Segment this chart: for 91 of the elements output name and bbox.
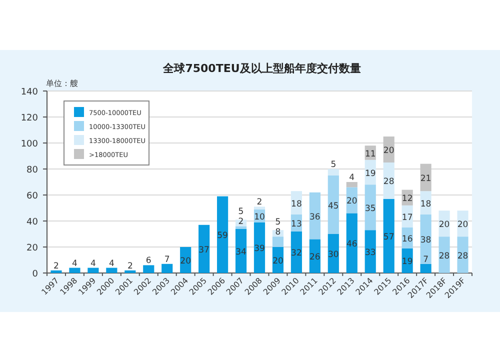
bar [420,264,432,273]
data-label: 39 [254,244,265,254]
bar [88,268,99,273]
data-label: 2 [238,217,244,228]
bar [217,196,228,273]
bar [198,224,210,273]
bar [309,192,320,240]
data-label: 10 [254,212,265,222]
bar [457,210,468,237]
bar [328,176,339,234]
data-label: 57 [383,232,394,242]
data-label: 20 [457,220,468,230]
data-label: 45 [328,201,339,212]
data-label: 35 [364,204,376,214]
bar [235,226,247,229]
y-tick-label: 0 [32,270,38,280]
data-label: 28 [457,251,468,262]
data-label: 30 [328,250,339,260]
data-label: 34 [236,247,246,258]
bar [383,162,394,199]
bar [162,264,173,273]
data-label: 4 [72,258,78,269]
data-label: 36 [310,212,320,222]
data-label: 38 [420,236,432,246]
data-label: 6 [146,256,152,266]
bar [235,228,247,273]
data-label: 26 [310,252,320,263]
data-label: 17 [402,212,413,223]
y-tick-label: 80 [26,166,38,176]
bar [364,230,376,273]
bar [254,206,266,210]
data-label: 46 [346,240,358,250]
data-label: 13 [291,219,302,230]
data-label: 12 [402,194,413,204]
data-label: 18 [291,199,302,210]
data-label: 20 [272,256,284,266]
data-label: 18 [420,199,432,210]
data-label: 2 [54,261,59,272]
data-label: 21 [420,174,432,184]
data-label: 32 [291,248,302,259]
data-label: 5 [275,218,281,228]
data-label: 20 [180,256,191,266]
bar [346,213,358,273]
data-label: 2 [127,261,133,272]
data-label: 33 [364,248,376,258]
bar [272,236,284,247]
data-label: 20 [346,196,358,207]
y-tick-label: 140 [20,88,38,98]
data-label: 4 [349,173,355,183]
bar [328,169,339,176]
data-label: 5 [238,207,244,218]
bar [438,236,450,273]
data-label: 4 [90,258,96,269]
y-tick-label: 120 [20,114,38,124]
bar [438,210,450,237]
bar [290,231,302,273]
y-tick-label: 20 [26,244,38,254]
data-label: 16 [402,234,413,244]
y-tick-label: 60 [26,192,38,202]
data-label: 20 [438,220,450,230]
bar [420,214,432,264]
bar [50,270,62,273]
y-axis-title: 单位：艘 [46,79,78,88]
chart-title: 全球7500TEU及以上型船年度交付数量 [162,62,361,75]
data-label: 28 [438,251,450,262]
bar [364,184,376,230]
data-label: 19 [364,168,376,179]
data-label: 19 [402,257,413,268]
data-label: 7 [164,254,170,265]
data-label: 20 [383,146,394,156]
data-label: 5 [330,160,336,170]
bar [124,270,136,273]
data-label: 59 [217,231,228,242]
data-label: 7 [423,254,429,265]
bar [457,236,468,273]
bar [328,234,339,273]
bar [69,268,80,273]
data-label: 28 [383,177,394,188]
data-label: 2 [256,198,262,208]
y-tick-label: 40 [26,218,38,228]
bar [106,268,118,273]
data-label: 8 [275,228,281,238]
bar [309,239,320,273]
data-label: 37 [198,245,210,256]
y-tick-label: 100 [20,140,38,150]
bar [143,265,154,273]
data-label: 4 [108,258,114,269]
data-label: 11 [364,149,376,160]
bar [346,182,358,188]
bar [254,222,266,273]
bar [383,198,394,273]
